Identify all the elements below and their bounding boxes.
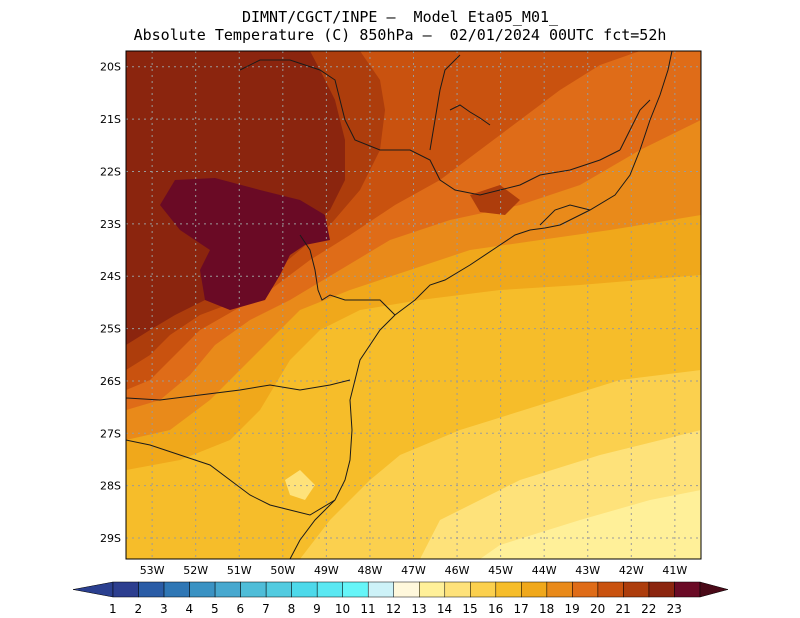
colorbar-label: 19 bbox=[565, 602, 580, 616]
colorbar-swatch bbox=[572, 581, 599, 598]
colorbar-label: 6 bbox=[237, 602, 245, 616]
colorbar-swatch bbox=[291, 581, 318, 598]
colorbar-swatch bbox=[189, 581, 216, 598]
chart-title-line-1: DIMNT/CGCT/INPE – Model Eta05_M01_ bbox=[241, 8, 559, 26]
lat-tick-label: 24S bbox=[100, 270, 121, 283]
lon-tick-label: 43W bbox=[575, 564, 600, 577]
lake-furnas bbox=[449, 104, 491, 126]
colorbar-swatch bbox=[393, 581, 420, 598]
lon-tick-label: 53W bbox=[140, 564, 165, 577]
colorbar-swatch bbox=[367, 581, 394, 598]
colorbar-label: 17 bbox=[513, 602, 528, 616]
temperature-patch-21 bbox=[470, 185, 520, 215]
colorbar-label: 21 bbox=[616, 602, 631, 616]
lon-tick-label: 45W bbox=[488, 564, 513, 577]
state-border-mg-north bbox=[429, 54, 461, 151]
colorbar-label: 9 bbox=[313, 602, 321, 616]
colorbar-swatch bbox=[419, 581, 446, 598]
latitude-labels: 20S 21S 22S 23S 24S 25S 26S 27S 28S 29S bbox=[100, 61, 121, 545]
colorbar-swatch bbox=[240, 581, 267, 598]
lon-tick-label: 50W bbox=[270, 564, 295, 577]
colorbar-label: 18 bbox=[539, 602, 554, 616]
colorbar-label: 23 bbox=[667, 602, 682, 616]
colorbar-swatch bbox=[214, 581, 241, 598]
colorbar-swatch bbox=[470, 581, 497, 598]
colorbar-label: 16 bbox=[488, 602, 503, 616]
colorbar-label: 2 bbox=[134, 602, 142, 616]
lat-lon-grid bbox=[126, 51, 701, 559]
colorbar-swatch bbox=[342, 581, 369, 598]
lat-tick-label: 23S bbox=[100, 218, 121, 231]
lon-tick-label: 48W bbox=[358, 564, 383, 577]
state-border-sp-mg bbox=[239, 59, 621, 196]
colorbar-label: 5 bbox=[211, 602, 219, 616]
colorbar-swatch bbox=[265, 581, 292, 598]
lon-tick-label: 46W bbox=[445, 564, 470, 577]
lon-tick-label: 52W bbox=[183, 564, 208, 577]
colorbar-right-arrow bbox=[699, 581, 729, 598]
lat-tick-label: 22S bbox=[100, 165, 121, 178]
colorbar-left-arrow bbox=[72, 581, 114, 598]
lon-tick-label: 47W bbox=[401, 564, 426, 577]
colorbar-label: 7 bbox=[262, 602, 270, 616]
colorbar-label: 14 bbox=[437, 602, 452, 616]
temperature-patch-14 bbox=[285, 470, 315, 500]
temperature-band-13 bbox=[480, 490, 701, 559]
lat-tick-label: 25S bbox=[100, 323, 121, 336]
colorbar-swatch bbox=[521, 581, 548, 598]
lon-tick-label: 44W bbox=[532, 564, 557, 577]
colorbar-label: 10 bbox=[335, 602, 350, 616]
colorbar-label: 8 bbox=[288, 602, 296, 616]
state-border-sp-pr bbox=[299, 234, 396, 316]
lon-tick-label: 51W bbox=[227, 564, 252, 577]
plot-frame bbox=[125, 50, 702, 560]
coastline bbox=[289, 51, 673, 559]
colorbar-label: 15 bbox=[462, 602, 477, 616]
lat-tick-label: 20S bbox=[100, 61, 121, 74]
colorbar-swatch bbox=[444, 581, 471, 598]
colorbar-label: 13 bbox=[411, 602, 426, 616]
lon-tick-label: 41W bbox=[662, 564, 687, 577]
colorbar: 1 2 3 4 5 6 7 8 9 10 11 12 13 14 15 16 17 18 19 20 21 22 23 bbox=[72, 581, 729, 616]
colorbar-swatch bbox=[163, 581, 190, 598]
colorbar-swatch bbox=[112, 581, 139, 598]
colorbar-label: 4 bbox=[186, 602, 194, 616]
boundaries bbox=[126, 51, 673, 559]
state-border-pr-sc bbox=[126, 379, 351, 401]
colorbar-swatch bbox=[674, 581, 701, 598]
colorbar-label: 12 bbox=[386, 602, 401, 616]
colorbar-label: 11 bbox=[360, 602, 375, 616]
lat-tick-label: 26S bbox=[100, 375, 121, 388]
lat-tick-label: 27S bbox=[100, 427, 121, 440]
colorbar-label: 3 bbox=[160, 602, 168, 616]
lat-tick-label: 28S bbox=[100, 480, 121, 493]
chart-title-line-2: Absolute Temperature (C) 850hPa – 02/01/… bbox=[133, 26, 667, 44]
lat-tick-label: 29S bbox=[100, 532, 121, 545]
colorbar-swatch bbox=[316, 581, 343, 598]
state-border-es bbox=[619, 99, 651, 151]
colorbar-swatch bbox=[546, 581, 573, 598]
colorbar-swatch bbox=[648, 581, 675, 598]
colorbar-label: 1 bbox=[109, 602, 117, 616]
colorbar-swatch bbox=[597, 581, 624, 598]
colorbar-swatch bbox=[495, 581, 522, 598]
state-border-rj bbox=[539, 204, 591, 226]
lat-tick-label: 21S bbox=[100, 113, 121, 126]
state-border-sc-rs bbox=[126, 439, 336, 516]
lon-tick-label: 42W bbox=[619, 564, 644, 577]
colorbar-swatch bbox=[623, 581, 650, 598]
colorbar-label: 22 bbox=[641, 602, 656, 616]
longitude-labels: 53W 52W 51W 50W 49W 48W 47W 46W 45W 44W 43W 42W 41W bbox=[140, 564, 688, 577]
temperature-band-23 bbox=[160, 178, 330, 310]
lon-tick-label: 49W bbox=[314, 564, 339, 577]
colorbar-label: 20 bbox=[590, 602, 605, 616]
colorbar-swatch bbox=[138, 581, 165, 598]
